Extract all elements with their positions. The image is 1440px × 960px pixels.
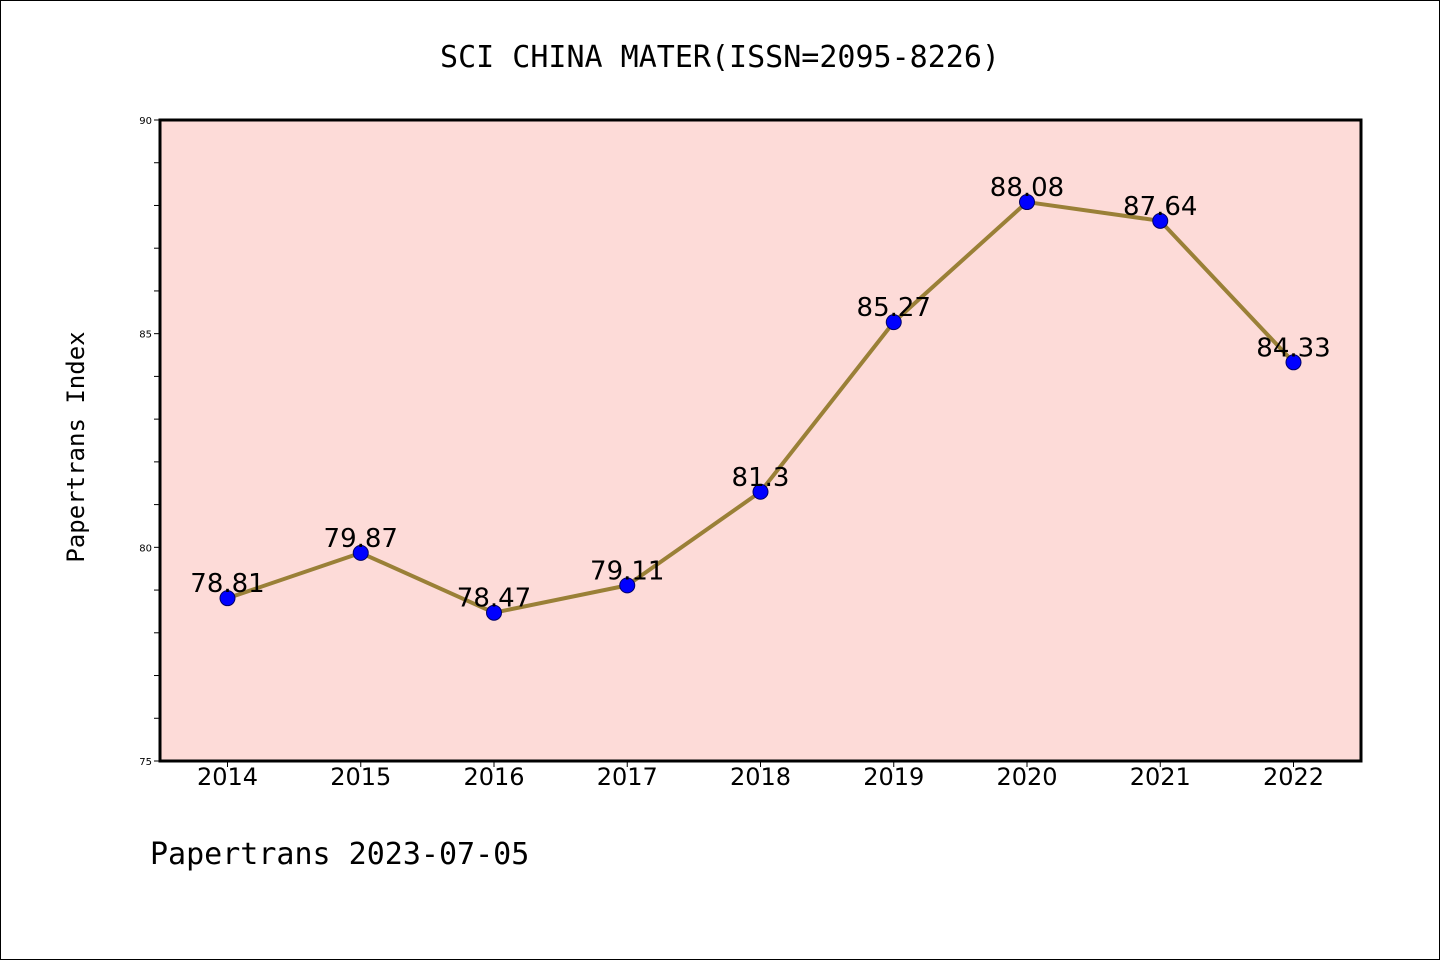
data-point xyxy=(352,544,369,561)
x-tick-label: 2020 xyxy=(996,763,1057,791)
data-point xyxy=(619,577,636,594)
x-tick-label: 2022 xyxy=(1263,763,1324,791)
x-tick-label: 2018 xyxy=(730,763,791,791)
x-tick-label: 2014 xyxy=(197,763,258,791)
x-tick-label: 2017 xyxy=(597,763,658,791)
data-label: 78.47 xyxy=(457,584,531,614)
y-axis-label: Papertrans Index xyxy=(62,331,90,562)
data-point xyxy=(219,590,236,607)
data-label: 85.27 xyxy=(857,293,931,323)
y-tick-label: 90 xyxy=(139,116,152,127)
footer-caption: Papertrans 2023-07-05 xyxy=(150,837,529,872)
y-tick-label: 80 xyxy=(139,543,152,554)
data-point xyxy=(486,604,502,621)
axis-ticks: 75 80 85 90 2014 2015 2016 2017 2018 2019 2020 2021… xyxy=(139,116,1324,791)
data-point xyxy=(1152,212,1169,229)
x-tick-label: 2019 xyxy=(863,763,924,791)
data-label: 84.33 xyxy=(1256,333,1330,363)
y-tick-label: 75 xyxy=(139,757,152,768)
y-tick-label: 85 xyxy=(139,330,152,341)
data-point xyxy=(885,314,902,331)
data-label: 78.81 xyxy=(190,569,264,599)
data-point xyxy=(1285,354,1302,371)
data-point xyxy=(752,483,769,500)
x-tick-label: 2015 xyxy=(330,763,391,791)
x-tick-label: 2021 xyxy=(1130,763,1191,791)
series-marker-layer xyxy=(219,194,1302,621)
data-label: 87.64 xyxy=(1123,192,1197,222)
chart-title: SCI CHINA MATER(ISSN=2095-8226) xyxy=(440,40,1000,75)
data-label: 88.08 xyxy=(990,173,1064,203)
x-tick-label: 2016 xyxy=(463,763,524,791)
data-label-layer: 78.81 79.87 78.47 79.11 81.3 85.27 88.08 87.64 8… xyxy=(190,173,1330,614)
data-point xyxy=(1019,194,1035,211)
data-label: 79.11 xyxy=(590,556,664,586)
data-label: 79.87 xyxy=(324,524,398,554)
data-label: 81.3 xyxy=(732,463,790,493)
